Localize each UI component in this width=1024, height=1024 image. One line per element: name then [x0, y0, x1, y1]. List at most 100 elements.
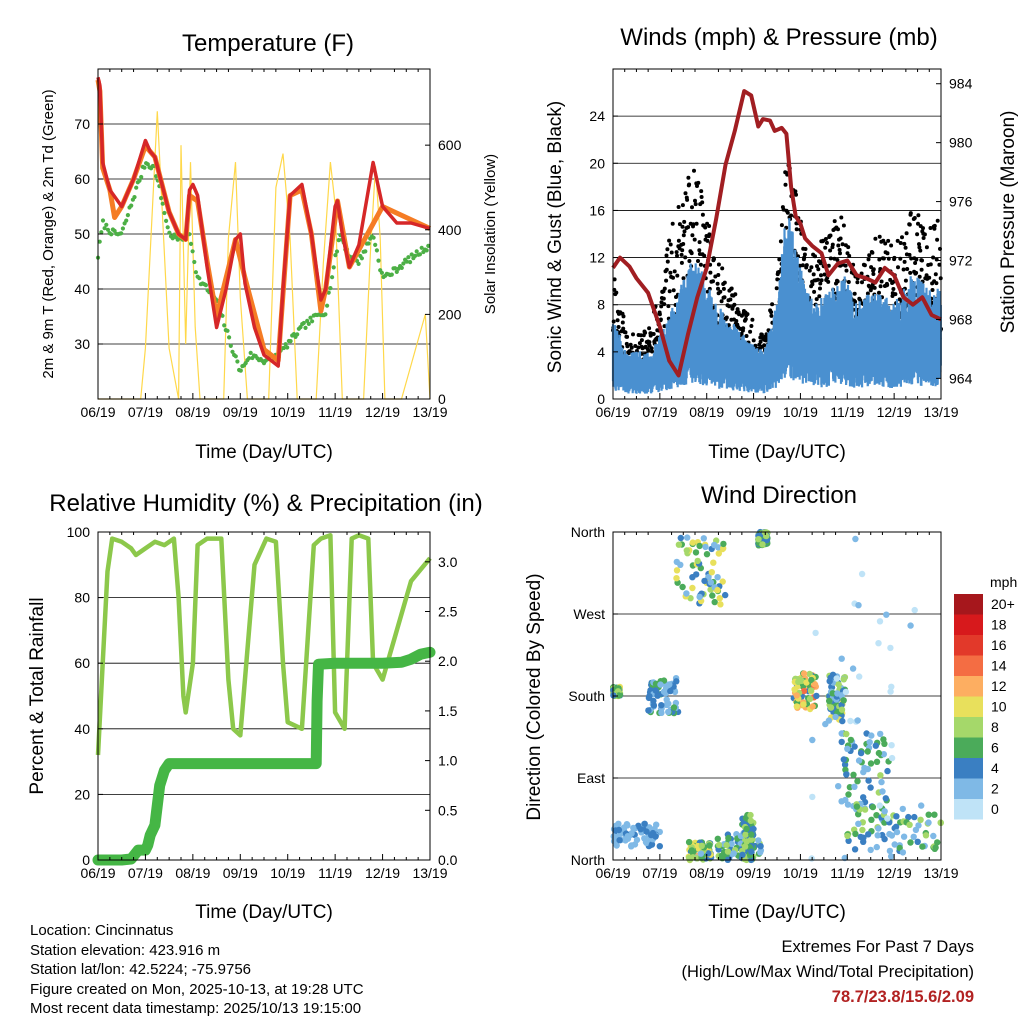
- created-text: Figure created on Mon, 2025-10-13, at 19…: [30, 980, 364, 998]
- direction-point: [843, 730, 850, 738]
- direction-point: [683, 590, 690, 597]
- gust-point: [631, 332, 635, 337]
- direction-point: [877, 730, 884, 738]
- dewpoint-point: [227, 335, 232, 340]
- x-tick-label: 07/19: [642, 404, 677, 420]
- dewpoint-point: [203, 283, 208, 288]
- dewpoint-point: [102, 226, 107, 231]
- gust-point: [839, 215, 844, 220]
- gust-point: [789, 213, 794, 218]
- gust-point: [903, 245, 908, 250]
- y2-tick-label: 968: [949, 311, 973, 327]
- direction-point: [884, 767, 891, 775]
- direction-point: [851, 743, 858, 750]
- direction-point: [877, 772, 884, 779]
- gust-point: [647, 326, 652, 331]
- dewpoint-point: [104, 222, 109, 227]
- gust-point: [886, 256, 891, 261]
- gust-point: [762, 343, 767, 348]
- direction-point: [656, 843, 663, 850]
- gust-point: [700, 200, 705, 205]
- gust-point: [614, 290, 619, 295]
- gust-point: [759, 332, 764, 337]
- gust-point: [750, 317, 755, 322]
- gust-point: [681, 276, 686, 281]
- direction-point: [688, 847, 696, 854]
- gust-point: [680, 224, 685, 229]
- direction-point: [657, 681, 664, 688]
- direction-point: [684, 534, 691, 541]
- gust-point: [877, 290, 881, 295]
- direction-point: [709, 592, 716, 599]
- direction-point: [855, 820, 862, 827]
- gust-point: [889, 243, 894, 248]
- dewpoint-point: [414, 249, 419, 254]
- direction-point: [642, 838, 650, 846]
- direction-point: [873, 843, 880, 851]
- direction-point: [881, 808, 888, 815]
- gust-point: [810, 282, 815, 287]
- gust-point: [698, 262, 703, 267]
- gust-point: [937, 262, 942, 267]
- direction-point: [708, 569, 715, 576]
- x-tick-label: 08/19: [175, 865, 210, 881]
- direction-point: [858, 570, 866, 578]
- direction-point: [646, 693, 653, 700]
- gust-point: [669, 250, 674, 255]
- dewpoint-point: [373, 242, 378, 247]
- gust-point: [841, 223, 846, 228]
- direction-point: [663, 701, 670, 708]
- gust-point: [662, 302, 667, 307]
- winds-x-ticks: 06/19 07/19 08/19 09/19 10/19 11/19 12/19 13/19: [595, 69, 959, 420]
- direction-point: [633, 836, 641, 844]
- direction-point: [842, 796, 849, 804]
- dewpoint-point: [308, 315, 313, 320]
- direction-point: [922, 832, 930, 839]
- winds-y2-ticks: 964 968 972 976 980 984: [936, 76, 973, 386]
- direction-point: [813, 692, 820, 700]
- direction-point: [888, 683, 895, 690]
- direction-point: [739, 851, 746, 858]
- direction-point: [728, 840, 735, 848]
- direction-point: [866, 739, 873, 746]
- direction-point: [845, 837, 852, 844]
- gust-point: [832, 256, 837, 261]
- direction-point: [630, 824, 637, 832]
- gust-point: [662, 324, 667, 329]
- gust-point: [702, 253, 707, 258]
- rh-y2-ticks: 0.0 0.5 1.0 1.5 2.0 2.5 3.0: [425, 554, 458, 868]
- gust-point: [751, 338, 756, 343]
- gust-point: [811, 272, 816, 277]
- dewpoint-point: [366, 241, 371, 246]
- gust-point: [871, 267, 876, 272]
- location-text: Location: Cincinnatus: [30, 922, 174, 939]
- gust-point: [650, 349, 654, 354]
- gust-point: [659, 304, 664, 309]
- gust-point: [835, 279, 840, 284]
- direction-point: [891, 841, 898, 848]
- dewpoint-point: [165, 225, 170, 230]
- gust-point: [711, 279, 715, 284]
- x-tick-label: 10/19: [270, 404, 305, 420]
- y-tick-label: 24: [589, 108, 605, 124]
- gust-point: [677, 222, 682, 227]
- dewpoint-point: [197, 276, 202, 281]
- direction-point: [867, 760, 875, 767]
- direction-point: [868, 816, 875, 823]
- direction-point: [677, 534, 684, 542]
- gust-point: [748, 329, 753, 334]
- dewpoint-point: [142, 165, 147, 170]
- temperature-title: Temperature (F): [182, 30, 354, 57]
- gust-point: [694, 221, 699, 226]
- gust-point: [823, 245, 828, 250]
- gust-point: [907, 222, 912, 227]
- gust-point: [643, 330, 648, 335]
- gust-point: [896, 265, 900, 270]
- direction-point: [645, 707, 652, 714]
- gust-point: [690, 205, 694, 210]
- gust-point: [734, 319, 739, 323]
- temperature-x-ticks: 06/19 07/19 08/19 09/19 10/19 11/19 12/19 13/19: [80, 69, 448, 420]
- temperature-ylabel: 2m & 9m T (Red, Orange) & 2m Td (Green): [40, 89, 57, 378]
- gust-point: [823, 237, 828, 241]
- dewpoint-point: [100, 218, 106, 223]
